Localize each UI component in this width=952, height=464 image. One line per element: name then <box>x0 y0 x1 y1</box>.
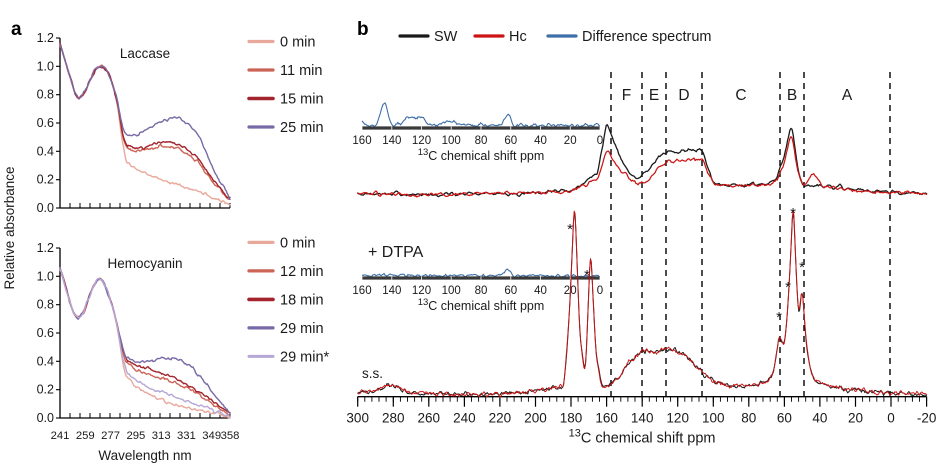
svg-text:40: 40 <box>812 411 827 426</box>
svg-text:313: 313 <box>152 430 171 442</box>
svg-text:C: C <box>735 87 746 104</box>
svg-text:160: 160 <box>352 285 371 297</box>
svg-text:D: D <box>678 87 689 104</box>
svg-text:*: * <box>776 309 782 326</box>
svg-text:0.8: 0.8 <box>37 298 54 312</box>
svg-text:0.4: 0.4 <box>37 354 54 368</box>
svg-text:0.8: 0.8 <box>37 88 54 102</box>
svg-text:20: 20 <box>564 135 577 147</box>
svg-text:A: A <box>842 87 853 104</box>
svg-text:100: 100 <box>442 285 461 297</box>
svg-text:0: 0 <box>887 411 895 426</box>
svg-text:F: F <box>622 87 631 104</box>
svg-text:60: 60 <box>777 411 792 426</box>
svg-text:0.2: 0.2 <box>37 383 54 397</box>
svg-text:240: 240 <box>453 411 476 426</box>
svg-text:*: * <box>567 221 573 238</box>
svg-text:Wavelength nm: Wavelength nm <box>98 448 191 463</box>
svg-text:12 min: 12 min <box>280 264 324 280</box>
svg-text:0.2: 0.2 <box>37 173 54 187</box>
svg-text:*: * <box>584 267 590 284</box>
svg-text:20: 20 <box>848 411 863 426</box>
svg-text:1.0: 1.0 <box>37 269 54 283</box>
svg-text:15 min: 15 min <box>280 92 324 108</box>
svg-text:60: 60 <box>504 285 517 297</box>
svg-text:13C chemical shift ppm: 13C chemical shift ppm <box>569 428 716 447</box>
svg-text:40: 40 <box>534 285 547 297</box>
svg-text:120: 120 <box>412 135 431 147</box>
svg-text:0: 0 <box>597 285 603 297</box>
svg-text:11 min: 11 min <box>280 63 322 79</box>
svg-text:a: a <box>11 19 22 40</box>
svg-text:29 min*: 29 min* <box>280 349 330 365</box>
svg-text:18 min: 18 min <box>280 292 324 308</box>
svg-text:1.0: 1.0 <box>37 59 54 73</box>
svg-text:+ DTPA: + DTPA <box>368 244 424 261</box>
svg-text:B: B <box>787 87 797 104</box>
svg-text:13C chemical shift ppm: 13C chemical shift ppm <box>418 147 545 164</box>
svg-text:260: 260 <box>418 411 441 426</box>
svg-text:*: * <box>799 259 805 276</box>
svg-text:160: 160 <box>595 411 618 426</box>
svg-text:*: * <box>790 205 796 222</box>
svg-text:Difference spectrum: Difference spectrum <box>582 29 711 45</box>
svg-text:60: 60 <box>504 135 517 147</box>
svg-text:140: 140 <box>382 285 401 297</box>
svg-text:331: 331 <box>177 430 196 442</box>
svg-text:200: 200 <box>524 411 547 426</box>
svg-text:0 min: 0 min <box>280 235 315 251</box>
svg-text:s.s.: s.s. <box>362 366 383 381</box>
svg-text:1.2: 1.2 <box>37 241 54 255</box>
svg-text:259: 259 <box>76 430 95 442</box>
svg-text:0.6: 0.6 <box>37 116 54 130</box>
svg-text:Hc: Hc <box>509 29 527 45</box>
svg-text:280: 280 <box>382 411 405 426</box>
svg-text:b: b <box>357 19 369 40</box>
svg-text:-20: -20 <box>917 411 937 426</box>
svg-text:358: 358 <box>221 430 240 442</box>
svg-text:100: 100 <box>702 411 725 426</box>
svg-text:Hemocyanin: Hemocyanin <box>107 256 182 271</box>
svg-text:*: * <box>785 279 791 296</box>
svg-text:E: E <box>649 87 659 104</box>
svg-text:Laccase: Laccase <box>120 46 170 61</box>
svg-text:100: 100 <box>442 135 461 147</box>
svg-text:29 min: 29 min <box>280 321 324 337</box>
svg-text:0.0: 0.0 <box>37 411 54 425</box>
svg-text:140: 140 <box>382 135 401 147</box>
svg-text:80: 80 <box>741 411 756 426</box>
svg-text:1.2: 1.2 <box>37 31 54 45</box>
svg-text:300: 300 <box>346 411 369 426</box>
svg-text:SW: SW <box>434 29 458 45</box>
svg-text:40: 40 <box>534 135 547 147</box>
svg-text:80: 80 <box>475 135 488 147</box>
svg-text:0.4: 0.4 <box>37 144 54 158</box>
svg-text:120: 120 <box>412 285 431 297</box>
svg-text:241: 241 <box>51 430 70 442</box>
svg-text:160: 160 <box>352 135 371 147</box>
svg-text:220: 220 <box>489 411 512 426</box>
svg-text:277: 277 <box>101 430 120 442</box>
svg-text:0.6: 0.6 <box>37 326 54 340</box>
svg-text:295: 295 <box>126 430 145 442</box>
svg-text:140: 140 <box>631 411 654 426</box>
svg-text:349: 349 <box>202 430 221 442</box>
svg-text:80: 80 <box>475 285 488 297</box>
svg-text:0 min: 0 min <box>280 35 315 51</box>
svg-text:0.0: 0.0 <box>37 201 54 215</box>
svg-text:120: 120 <box>666 411 689 426</box>
svg-text:25 min: 25 min <box>280 120 324 136</box>
svg-text:13C chemical shift ppm: 13C chemical shift ppm <box>418 297 545 314</box>
svg-text:Relative absorbance: Relative absorbance <box>2 166 17 289</box>
svg-text:180: 180 <box>560 411 583 426</box>
